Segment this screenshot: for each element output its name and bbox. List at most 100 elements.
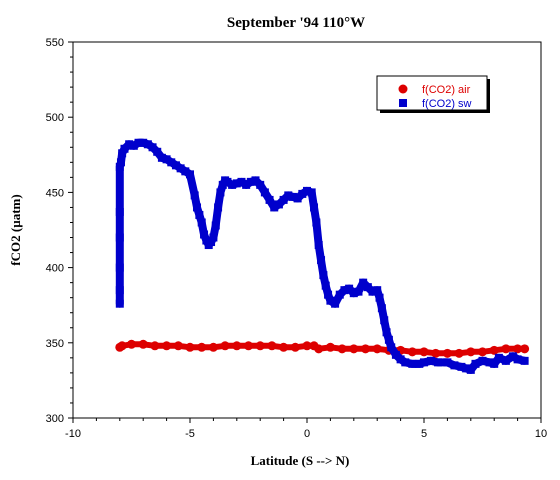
data-point-sw [345, 284, 354, 293]
data-point-air [255, 341, 265, 351]
data-point-air [150, 341, 160, 351]
series-sw [115, 138, 529, 374]
data-point-sw [228, 180, 237, 189]
legend-box [376, 75, 488, 111]
data-point-sw [223, 177, 232, 186]
data-point-air [117, 341, 127, 351]
data-point-sw [466, 365, 475, 374]
data-point-air [361, 344, 370, 354]
data-point-sw [310, 203, 319, 212]
data-point-sw [391, 350, 400, 359]
data-point-air [244, 341, 253, 351]
data-point-air [185, 342, 195, 352]
data-point-sw [120, 144, 129, 153]
x-tick-label: 10 [535, 428, 547, 440]
data-point-sw [139, 138, 148, 147]
data-point-sw [450, 361, 459, 370]
legend: f(CO2) air f(CO2) sw [376, 75, 490, 113]
data-point-sw [307, 188, 316, 197]
data-point-sw [176, 164, 185, 173]
data-point-sw [171, 161, 180, 170]
data-point-sw [396, 355, 405, 364]
data-point-sw [197, 218, 206, 227]
data-point-sw [186, 170, 194, 179]
data-point-sw [288, 192, 297, 201]
data-point-sw [181, 167, 190, 176]
data-point-sw [216, 188, 225, 197]
legend-marker-air [398, 84, 408, 94]
data-point-sw [125, 140, 134, 149]
data-point-sw [349, 289, 358, 298]
data-point-sw [190, 191, 199, 200]
data-point-sw [134, 138, 143, 147]
data-point-sw [115, 233, 124, 242]
data-point-sw [490, 359, 499, 368]
data-point-sw [317, 256, 326, 265]
data-point-sw [401, 358, 410, 367]
data-point-sw [129, 141, 138, 150]
x-tick-label: -5 [185, 428, 195, 440]
data-point-sw [251, 176, 260, 185]
data-point-sw [508, 352, 517, 361]
data-point-air [197, 342, 207, 352]
data-point-sw [354, 287, 363, 296]
x-tick-label: 5 [421, 428, 427, 440]
data-point-sw [408, 359, 417, 368]
data-point-air [454, 348, 464, 358]
data-point-sw [193, 203, 202, 212]
y-tick-label: 400 [46, 263, 64, 275]
data-point-sw [319, 271, 328, 280]
data-point-sw [148, 143, 157, 152]
data-point-sw [415, 359, 424, 368]
data-point-sw [116, 158, 125, 167]
data-point-sw [284, 191, 293, 200]
data-point-sw [195, 210, 204, 219]
data-point-sw [274, 200, 283, 209]
data-point-sw [359, 278, 368, 287]
data-point-air [267, 341, 277, 351]
data-point-air [466, 347, 476, 357]
data-point-sw [143, 140, 152, 149]
data-point-sw [443, 358, 452, 367]
data-point-sw [377, 304, 386, 313]
data-point-sw [157, 153, 166, 162]
data-point-air [279, 342, 289, 352]
data-point-sw [270, 203, 279, 212]
marks-layer [115, 138, 530, 374]
data-point-air [478, 347, 487, 357]
data-point-air [520, 344, 530, 354]
data-point-sw [303, 186, 311, 195]
data-point-sw [118, 149, 127, 158]
data-point-sw [214, 203, 223, 212]
series-air [115, 339, 530, 358]
data-point-sw [324, 290, 333, 299]
data-point-air [349, 344, 359, 354]
data-point-air [407, 347, 417, 357]
data-point-sw [368, 287, 377, 296]
data-point-sw [242, 180, 251, 189]
y-tick-label: 550 [46, 37, 64, 49]
data-point-sw [209, 233, 218, 242]
y-tick-label: 450 [46, 187, 64, 199]
legend-label-sw: f(CO2) sw [422, 98, 472, 110]
y-tick-label: 500 [46, 112, 64, 124]
data-point-air [372, 344, 382, 354]
data-point-air [232, 341, 242, 351]
data-point-sw [293, 194, 302, 203]
legend-marker-sw [399, 99, 407, 107]
data-point-sw [211, 221, 220, 230]
data-point-sw [335, 290, 344, 299]
data-point-sw [153, 147, 162, 156]
data-point-air [325, 342, 335, 352]
data-point-air [419, 347, 429, 357]
data-point-air [337, 344, 347, 354]
data-point-sw [321, 281, 330, 290]
data-point-air [208, 342, 218, 352]
data-point-sw [462, 364, 471, 373]
data-point-sw [326, 296, 335, 305]
data-point-sw [246, 177, 255, 186]
data-point-sw [384, 335, 393, 344]
data-point-sw [202, 236, 211, 245]
x-tick-label: -10 [65, 428, 81, 440]
